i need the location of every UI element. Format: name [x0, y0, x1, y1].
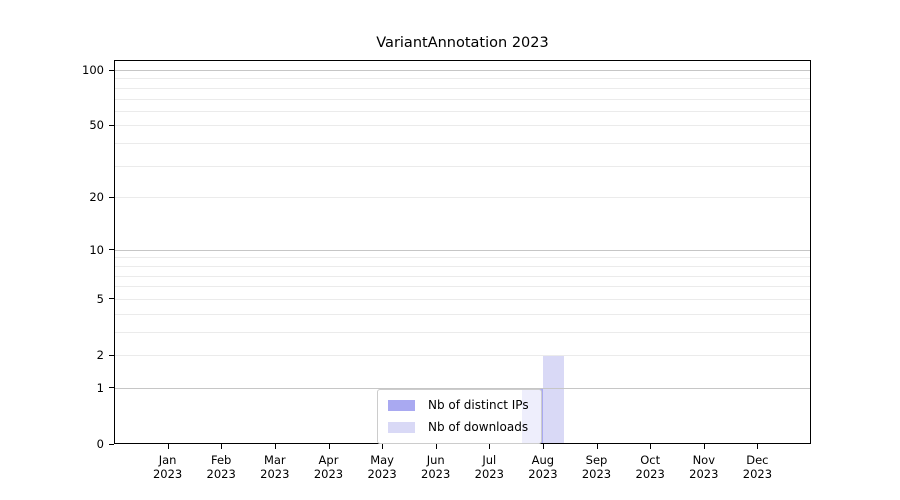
minor-gridline-5: [114, 298, 811, 300]
x-tick-label-nov: Nov 2023: [677, 453, 731, 481]
minor-gridline-60: [114, 110, 811, 112]
x-tick-month: Jul: [482, 453, 497, 467]
y-tick-10: [109, 249, 114, 251]
x-tick-label-mar: Mar 2023: [248, 453, 302, 481]
x-tick-month: May: [370, 453, 394, 467]
x-tick-jun: [435, 444, 437, 449]
minor-gridline-40: [114, 143, 811, 145]
x-tick-month: Dec: [746, 453, 769, 467]
legend-swatch-0: [388, 399, 415, 411]
x-tick-month: Feb: [211, 453, 232, 467]
bar-nb-of-downloads-aug: [542, 355, 565, 444]
major-gridline-10: [114, 249, 811, 251]
x-tick-sep: [596, 444, 598, 449]
x-tick-label-jul: Jul 2023: [462, 453, 516, 481]
legend-swatch-1: [388, 421, 415, 433]
major-gridline-1: [114, 387, 811, 389]
y-tick-label-20: 20: [89, 190, 104, 205]
x-tick-label-aug: Aug 2023: [516, 453, 570, 481]
minor-gridline-30: [114, 165, 811, 167]
grid-layer: [114, 60, 811, 444]
x-tick-year: 2023: [260, 466, 290, 481]
x-tick-year: 2023: [313, 466, 344, 481]
minor-gridline-2: [114, 355, 811, 356]
legend-label-1: Nb of downloads: [428, 420, 529, 434]
legend-label-0: Nb of distinct IPs: [428, 398, 529, 412]
chart-title: VariantAnnotation 2023: [376, 35, 549, 51]
x-tick-year: 2023: [152, 466, 183, 481]
y-tick-label-100: 100: [82, 63, 104, 77]
y-tick-label-50: 50: [89, 118, 104, 133]
x-tick-year: 2023: [581, 466, 612, 481]
x-tick-month: Mar: [263, 453, 286, 467]
x-tick-label-dec: Dec 2023: [730, 453, 784, 481]
y-tick-label-0: 0: [96, 437, 104, 451]
y-tick-1: [109, 387, 114, 389]
minor-gridline-7: [114, 275, 811, 277]
y-tick-100: [109, 69, 114, 71]
x-tick-month: Jun: [426, 453, 445, 467]
x-tick-dec: [757, 444, 759, 449]
x-tick-nov: [703, 444, 705, 449]
x-tick-jul: [489, 444, 491, 449]
x-tick-year: 2023: [528, 466, 558, 481]
x-tick-mar: [274, 444, 276, 449]
y-tick-20: [109, 196, 114, 198]
x-tick-year: 2023: [635, 466, 665, 481]
x-tick-year: 2023: [474, 466, 504, 481]
minor-gridline-50: [114, 125, 811, 127]
axis-layer: 0 1 2 5 10 20 50 100 Jan 2023 Feb 2023 Mar 2023 Apr 202…: [82, 60, 811, 480]
x-tick-year: 2023: [367, 466, 397, 481]
minor-gridline-4: [114, 313, 811, 315]
plot-area: 0 1 2 5 10 20 50 100 Jan 2023 Feb 2023 Mar 2023 Apr 202…: [82, 60, 811, 480]
x-tick-label-may: May 2023: [355, 453, 409, 481]
x-tick-year: 2023: [421, 466, 451, 481]
x-tick-month: Sep: [585, 453, 608, 467]
x-tick-year: 2023: [206, 466, 236, 481]
legend: Nb of distinct IPs Nb of downloads: [377, 389, 542, 444]
x-tick-year: 2023: [742, 466, 773, 481]
legend-entry-downloads: Nb of downloads: [388, 416, 529, 438]
y-tick-label-1: 1: [96, 380, 104, 395]
x-tick-label-sep: Sep 2023: [570, 453, 624, 481]
x-tick-label-jan: Jan 2023: [141, 453, 195, 481]
minor-gridline-8: [114, 265, 811, 267]
x-tick-apr: [328, 444, 330, 449]
x-tick-jan: [167, 444, 169, 449]
y-tick-2: [109, 354, 114, 356]
x-tick-month: Jan: [158, 453, 177, 467]
x-tick-month: Apr: [318, 453, 339, 467]
x-tick-may: [382, 444, 384, 449]
minor-gridline-9: [114, 257, 811, 259]
minor-gridline-20: [114, 197, 811, 199]
x-tick-label-oct: Oct 2023: [623, 453, 677, 481]
x-tick-label-apr: Apr 2023: [302, 453, 356, 481]
legend-entry-distinct-ips: Nb of distinct IPs: [388, 394, 529, 416]
minor-gridline-70: [114, 98, 811, 100]
x-tick-label-jun: Jun 2023: [409, 453, 463, 481]
major-gridline-100: [114, 70, 811, 71]
minor-gridline-3: [114, 331, 811, 333]
y-tick-label-2: 2: [96, 348, 104, 362]
minor-gridline-6: [114, 286, 811, 288]
x-tick-label-feb: Feb 2023: [194, 453, 248, 481]
x-tick-year: 2023: [689, 466, 719, 481]
minor-gridline-80: [114, 87, 811, 89]
y-tick-label-5: 5: [96, 291, 104, 306]
minor-gridline-90: [114, 78, 811, 80]
y-tick-label-10: 10: [89, 242, 104, 257]
x-tick-feb: [221, 444, 223, 449]
x-tick-month: Oct: [640, 453, 661, 467]
x-tick-oct: [650, 444, 652, 449]
x-tick-month: Nov: [692, 453, 716, 467]
x-tick-month: Aug: [531, 453, 555, 467]
y-tick-50: [109, 124, 114, 126]
y-tick-5: [109, 298, 114, 300]
y-tick-0: [109, 443, 114, 445]
x-tick-aug: [542, 444, 544, 449]
